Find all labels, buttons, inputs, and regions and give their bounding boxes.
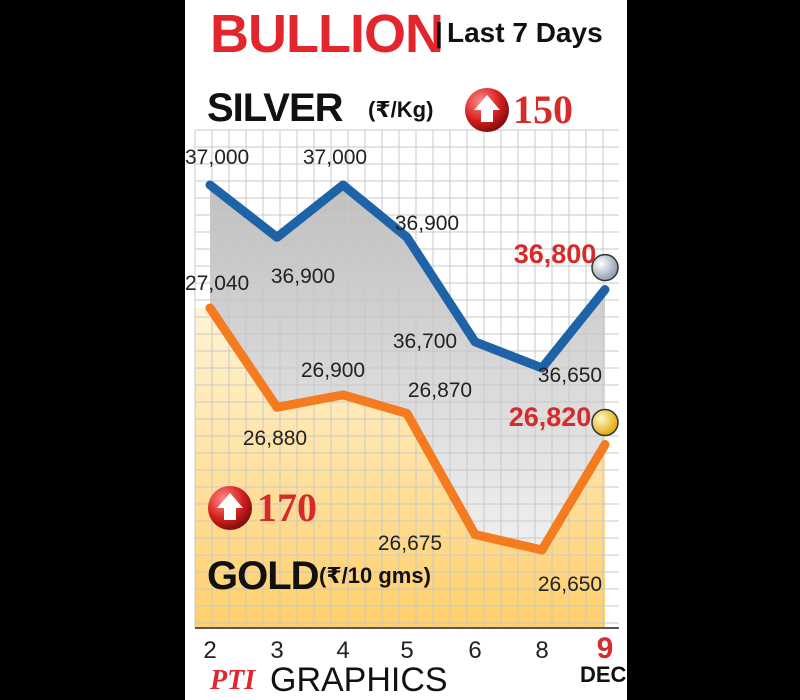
silver-data-label: 36,900 [395, 212, 459, 235]
gold-unit: (₹/10 gms) [319, 563, 431, 588]
gold-data-label: 26,820 [509, 402, 592, 432]
silver-data-label: 36,900 [271, 265, 335, 288]
gold-change-up-icon [208, 486, 252, 530]
gold-data-label: 26,900 [301, 359, 365, 382]
silver-change-up-icon [465, 88, 509, 132]
credit-text: GRAPHICS [270, 661, 448, 699]
x-tick-label: 6 [468, 637, 481, 664]
bullion-line-chart: 37,000 36,900 37,000 36,900 36,700 36,650 36,8… [185, 88, 619, 665]
silver-data-label: 37,000 [185, 146, 249, 169]
silver-series-name: SILVER [207, 86, 344, 130]
silver-series-line [205, 180, 610, 373]
silver-data-label: 36,800 [514, 239, 597, 269]
gold-data-label: 26,650 [538, 573, 602, 596]
silver-data-label: 36,650 [538, 364, 602, 387]
pti-logo: PTI [210, 665, 256, 696]
x-axis-month-label: DEC [580, 662, 627, 687]
chart-title: BULLION [210, 4, 444, 64]
x-tick-label: 5 [400, 637, 413, 664]
title-separator: | [435, 17, 443, 48]
gold-data-label: 27,040 [185, 272, 249, 295]
silver-data-label: 36,700 [393, 330, 457, 353]
gold-end-marker [591, 408, 619, 437]
chart-subtitle: Last 7 Days [447, 17, 603, 48]
gold-data-label: 26,675 [378, 532, 442, 555]
gold-data-label: 26,870 [408, 379, 472, 402]
infographic-card: 37,000 36,900 37,000 36,900 36,700 36,650 36,8… [185, 0, 627, 700]
gold-series-line [205, 303, 610, 555]
gold-data-label: 26,880 [243, 427, 307, 450]
x-tick-label: 2 [203, 637, 216, 664]
gold-change-value: 170 [257, 485, 317, 530]
silver-change-value: 150 [513, 87, 573, 132]
silver-data-label: 37,000 [303, 146, 367, 169]
silver-unit: (₹/Kg) [368, 97, 434, 122]
x-tick-label: 3 [270, 637, 283, 664]
x-tick-label: 4 [336, 637, 349, 664]
silver-end-marker [591, 253, 619, 282]
gold-series-name: GOLD [207, 554, 320, 598]
x-tick-label: 8 [535, 637, 548, 664]
x-tick-label: 9 [597, 632, 614, 665]
